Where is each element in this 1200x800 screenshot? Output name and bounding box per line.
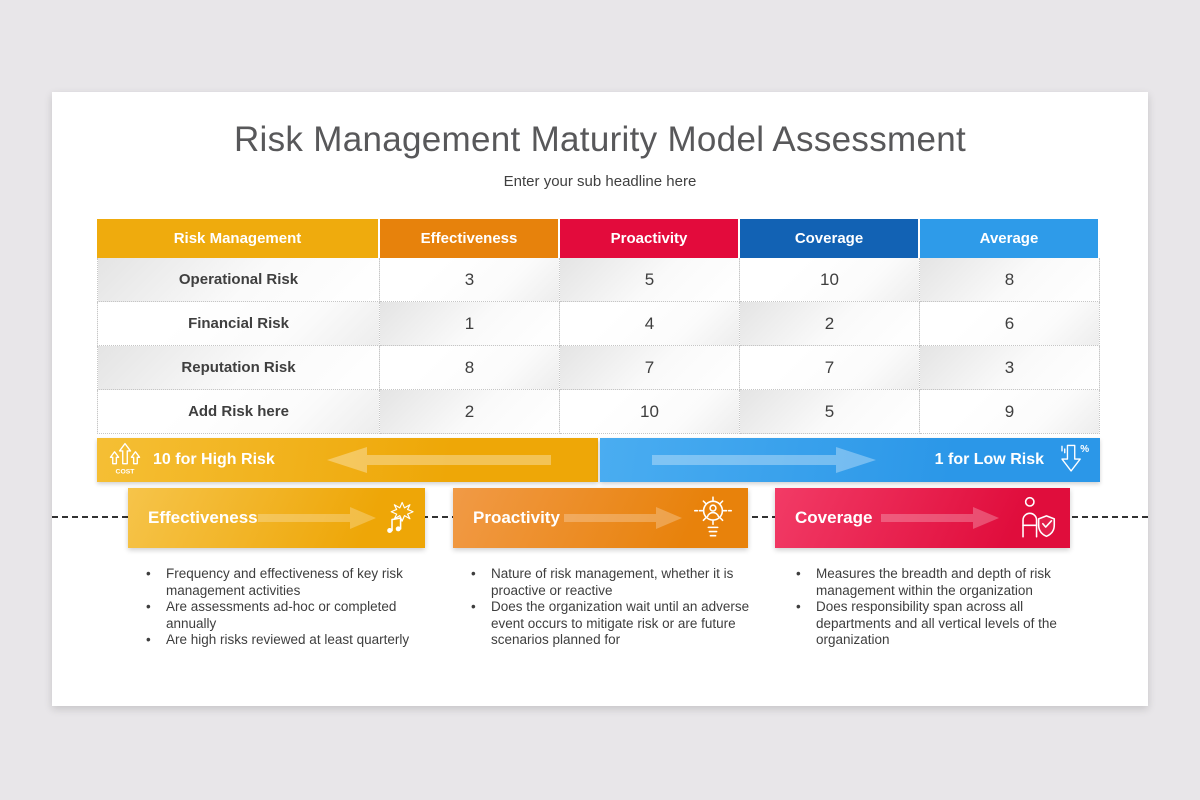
right-direction-arrow [600,445,935,475]
low-risk-banner: 1 for Low Risk % [600,438,1100,482]
column-header-coverage: Coverage [740,219,920,258]
table-cell: 2 [380,390,560,434]
banner-arrow [872,505,1010,531]
table-cell: 2 [740,302,920,346]
assessment-table: Risk Management Effectiveness Proactivit… [97,219,1100,434]
cost-icon-label: COST [116,469,136,476]
bullet-item: Does the organization wait until an adve… [465,599,757,649]
table-cell: 6 [920,302,1100,346]
music-note-burst-icon [386,501,414,533]
percent-down-arrow-icon: % [1061,444,1089,472]
person-shield-check-icon [1022,496,1056,538]
high-risk-label: 10 for High Risk [153,451,275,468]
bullet-item: Nature of risk management, whether it is… [465,566,757,599]
coverage-banner-title: Coverage [795,508,873,527]
coverage-banner: Coverage [775,488,1070,548]
table-cell: 3 [380,258,560,302]
bullet-item: Are high risks reviewed at least quarter… [140,632,432,649]
risk-scale-row: COST 10 for High Risk 1 for Low Risk % [97,438,1100,482]
table-cell: 9 [920,390,1100,434]
coverage-bullet-list: Measures the breadth and depth of risk m… [790,566,1082,649]
row-label-add-risk-here: Add Risk here [97,390,380,434]
row-label-financial-risk: Financial Risk [97,302,380,346]
column-header-proactivity: Proactivity [560,219,740,258]
table-cell: 5 [740,390,920,434]
cost-up-arrows-icon: COST [109,442,141,476]
banner-arrow [257,505,378,531]
table-cell: 4 [560,302,740,346]
proactivity-bullet-list: Nature of risk management, whether it is… [465,566,757,649]
high-risk-banner: COST 10 for High Risk [97,438,598,482]
effectiveness-banner: Effectiveness [128,488,425,548]
row-label-reputation-risk: Reputation Risk [97,346,380,390]
slide-card: Risk Management Maturity Model Assessmen… [52,92,1148,706]
table-cell: 8 [920,258,1100,302]
table-cell: 8 [380,346,560,390]
row-label-operational-risk: Operational Risk [97,258,380,302]
column-header-average: Average [920,219,1100,258]
banner-arrow [560,505,688,531]
bullet-item: Measures the breadth and depth of risk m… [790,566,1082,599]
proactivity-banner: Proactivity [453,488,748,548]
proactivity-banner-title: Proactivity [473,508,560,527]
effectiveness-banner-title: Effectiveness [148,508,258,527]
table-cell: 1 [380,302,560,346]
table-cell: 10 [740,258,920,302]
table-cell: 3 [920,346,1100,390]
table-cell: 5 [560,258,740,302]
low-risk-label: 1 for Low Risk [934,451,1044,468]
table-cell: 10 [560,390,740,434]
page-title: Risk Management Maturity Model Assessmen… [233,120,967,159]
bullet-item: Frequency and effectiveness of key risk … [140,566,432,599]
percent-icon-symbol: % [1080,444,1089,455]
table-cell: 7 [560,346,740,390]
bullet-item: Are assessments ad-hoc or completed annu… [140,599,432,632]
bullet-item: Does responsibility span across all depa… [790,599,1082,649]
effectiveness-bullet-list: Frequency and effectiveness of key risk … [140,566,432,649]
left-direction-arrow [275,445,598,475]
column-header-risk-management: Risk Management [97,219,380,258]
subtitle: Enter your sub headline here [503,173,697,190]
column-header-effectiveness: Effectiveness [380,219,560,258]
person-gear-bulb-icon [693,496,733,537]
table-cell: 7 [740,346,920,390]
